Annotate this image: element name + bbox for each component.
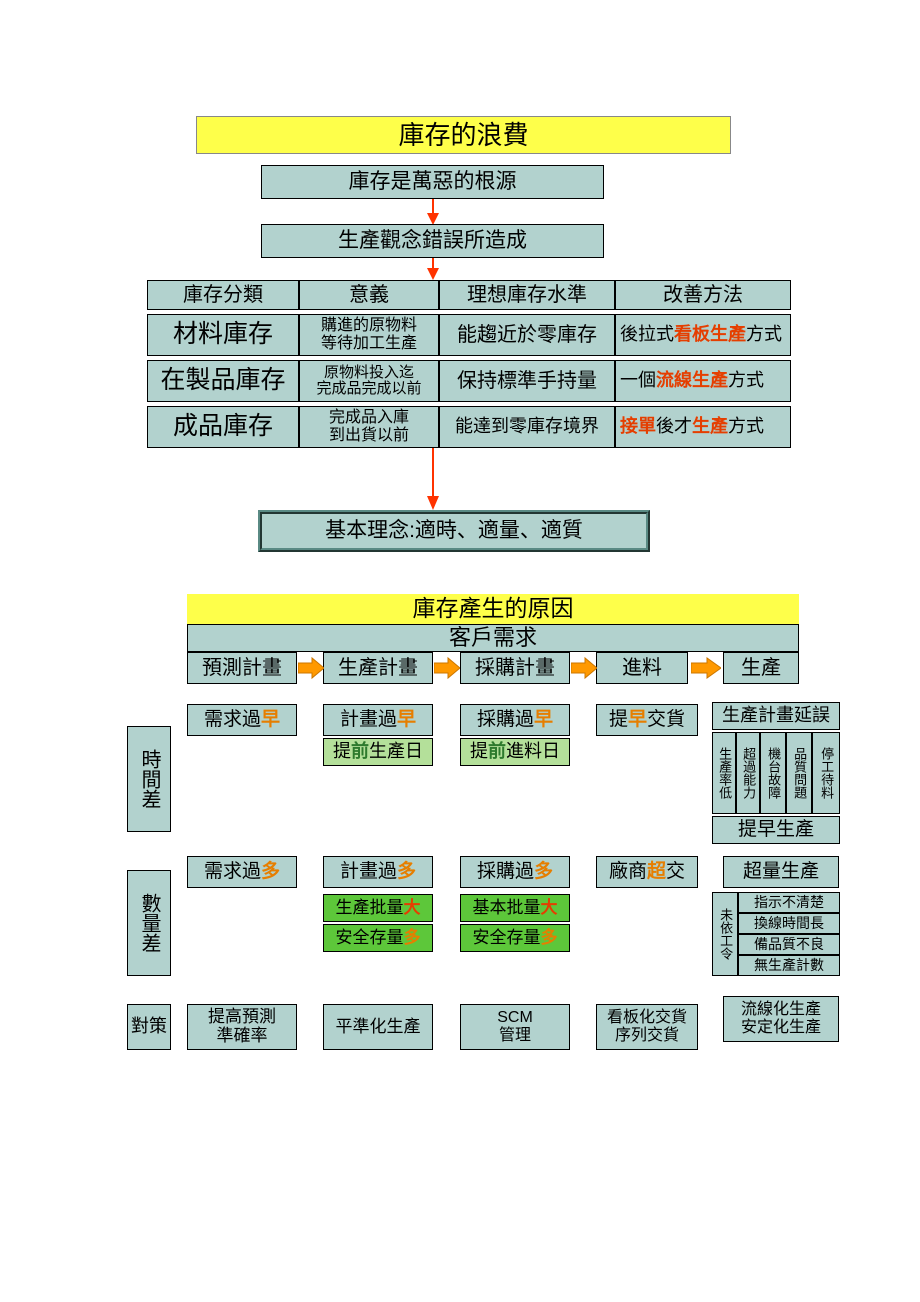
stage-4: 生產 [723,652,799,684]
th-0: 庫存分類 [147,280,299,310]
th-2: 理想庫存水準 [439,280,615,310]
top-sub2: 生產觀念錯誤所造成 [261,224,604,258]
arr-s12 [434,656,460,680]
tr3-c2: 完成品入庫 到出貨以前 [299,406,439,448]
tr2-c4: 一個流線生產方式 [615,360,791,402]
time-c5-foot: 提早生產 [712,816,840,844]
th-1: 意義 [299,280,439,310]
time-c5-sub0: 生產率低 [712,732,736,814]
time-c5-sub3: 品質問題 [786,732,812,814]
qty-c5-sub2-0: 指示不清楚 [738,892,840,913]
stage-3: 進料 [596,652,688,684]
qty-c1: 需求過多 [187,856,297,888]
qty-c5-sub2-1: 換線時間長 [738,913,840,934]
cm-4: 流線化生產 安定化生產 [723,996,839,1042]
time-c5-sub2: 機台故障 [760,732,786,814]
tr1-c2: 購進的原物料 等待加工生產 [299,314,439,356]
stage-1: 生產計畫 [323,652,433,684]
time-c2: 計畫過早 [323,704,433,736]
stage-2: 採購計畫 [460,652,570,684]
qty-c2: 計畫過多 [323,856,433,888]
th-3: 改善方法 [615,280,791,310]
qty-c5: 超量生產 [723,856,839,888]
qty-c5-sub2-2: 備品質不良 [738,934,840,955]
qty-c2c: 安全存量多 [323,924,433,952]
arr-s34 [691,656,721,680]
qty-c3b: 基本批量大 [460,894,570,922]
cm-3: 看板化交貨 序列交貨 [596,1004,698,1050]
stage-0: 預測計畫 [187,652,297,684]
label-cm: 對策 [127,1004,171,1050]
top-sub1: 庫存是萬惡的根源 [261,165,604,199]
tr3-c3: 能達到零庫存境界 [439,406,615,448]
time-c1: 需求過早 [187,704,297,736]
tr3-c4: 接單後才生產方式 [615,406,791,448]
arr-s23 [571,656,597,680]
tr1-c3: 能趨近於零庫存 [439,314,615,356]
time-c5-sub4: 停工待料 [812,732,840,814]
time-c2b: 提前生產日 [323,738,433,766]
time-c4: 提早交貨 [596,704,698,736]
bottom-title: 庫存產生的原因 [187,594,799,624]
tr2-c2: 原物料投入迄 完成品完成以前 [299,360,439,402]
qty-c4: 廠商超交 [596,856,698,888]
tr3-c1: 成品庫存 [147,406,299,448]
time-c3b: 提前進料日 [460,738,570,766]
top-title: 庫存的浪費 [196,116,731,154]
customer-demand: 客戶需求 [187,624,799,652]
cm-2: SCM 管理 [460,1004,570,1050]
arrow-down-3 [423,448,443,510]
arr-s01 [298,656,324,680]
qty-c3: 採購過多 [460,856,570,888]
label-time: 時間差 [127,726,171,832]
qty-c5-sub2-3: 無生產計數 [738,955,840,976]
tr1-c4: 後拉式看板生產方式 [615,314,791,356]
label-qty: 數量差 [127,870,171,976]
qty-c5-side: 未依工令 [712,892,738,976]
tr2-c1: 在製品庫存 [147,360,299,402]
arrow-down-1 [423,199,443,225]
qty-c2b: 生產批量大 [323,894,433,922]
qty-c3c: 安全存量多 [460,924,570,952]
cm-0: 提高預測 準確率 [187,1004,297,1050]
time-c3: 採購過早 [460,704,570,736]
arrow-down-2 [423,258,443,280]
cm-1: 平準化生產 [323,1004,433,1050]
time-c5-sub1: 超過能力 [736,732,760,814]
tr1-c1: 材料庫存 [147,314,299,356]
time-c5: 生產計畫延誤 [712,702,840,730]
tr2-c3: 保持標準手持量 [439,360,615,402]
principle: 基本理念:適時、適量、適質 [258,510,650,552]
